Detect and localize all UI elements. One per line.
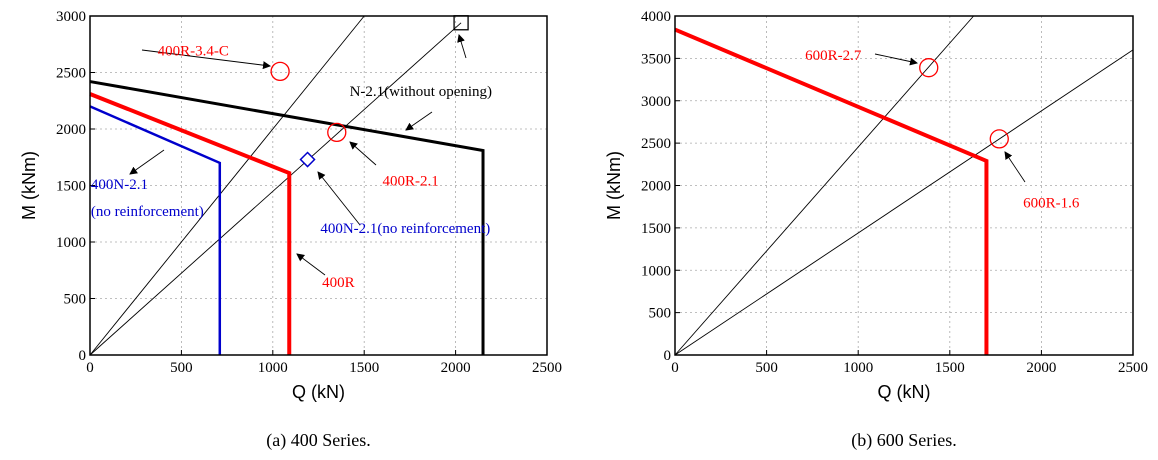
series-line bbox=[89, 80, 485, 355]
y-tick-label: 4000 bbox=[641, 9, 671, 25]
y-tick-label: 2500 bbox=[56, 66, 86, 82]
annotation-label: 600R-1.6 bbox=[1023, 196, 1080, 212]
y-tick-label: 0 bbox=[664, 348, 672, 364]
x-tick-label: 1000 bbox=[843, 360, 873, 376]
annotation-arrows bbox=[129, 34, 467, 276]
reference-line bbox=[674, 15, 974, 356]
panel-400-series: 0 500 1000 1500 2000 2500 0 500 1000 1500 2000 2500… bbox=[19, 9, 562, 451]
panel-600-series: 0 500 1000 1500 2000 2500 0 500 1000 1500 2000 2500… bbox=[604, 9, 1148, 451]
caption: (a) 400 Series. bbox=[266, 430, 370, 451]
annotation-label: 400N-2.1 bbox=[91, 177, 148, 193]
series-line bbox=[89, 105, 222, 355]
y-axis-label: M (kNm) bbox=[19, 151, 39, 220]
annotation-label: 400R-2.1 bbox=[382, 174, 438, 190]
plot-frame bbox=[89, 15, 548, 356]
y-tick-label: 3000 bbox=[641, 94, 671, 110]
y-tick-label: 0 bbox=[79, 348, 87, 364]
annotation-label: N-2.1(without opening) bbox=[350, 84, 492, 100]
caption: (b) 600 Series. bbox=[851, 430, 956, 451]
x-tick-label: 2500 bbox=[1118, 360, 1148, 376]
circle-marker bbox=[270, 61, 290, 82]
x-axis-label: Q (kN) bbox=[292, 382, 345, 402]
y-tick-label: 2000 bbox=[56, 122, 86, 138]
series-line bbox=[674, 27, 989, 355]
y-tick-label: 1500 bbox=[641, 221, 671, 237]
annotation-label: 400N-2.1(no reinforcement) bbox=[320, 221, 490, 237]
series-line bbox=[89, 92, 292, 355]
y-tick-label: 1000 bbox=[56, 235, 86, 251]
x-tick-label: 1500 bbox=[935, 360, 965, 376]
y-tick-label: 1500 bbox=[56, 179, 86, 195]
circle-marker bbox=[919, 58, 939, 78]
circle-marker bbox=[327, 122, 347, 143]
reference-line bbox=[89, 15, 365, 356]
y-tick-label: 500 bbox=[649, 306, 672, 322]
x-tick-label: 500 bbox=[170, 360, 193, 376]
x-tick-label: 2000 bbox=[1026, 360, 1056, 376]
reference-line bbox=[674, 49, 1134, 356]
plot-frame bbox=[674, 15, 1134, 356]
annotation-label: (no reinforcement) bbox=[91, 204, 204, 220]
x-axis-label: Q (kN) bbox=[878, 382, 931, 402]
x-tick-label: 1500 bbox=[349, 360, 379, 376]
circle-marker bbox=[989, 129, 1009, 149]
x-tick-label: 0 bbox=[671, 360, 679, 376]
y-tick-label: 500 bbox=[64, 292, 87, 308]
x-tick-label: 0 bbox=[86, 360, 94, 376]
y-tick-label: 3000 bbox=[56, 9, 86, 25]
x-tick-label: 2000 bbox=[441, 360, 471, 376]
annotation-label: 400R bbox=[322, 275, 355, 291]
annotation-arrows bbox=[874, 53, 1026, 183]
diamond-marker bbox=[299, 151, 316, 168]
x-tick-label: 1000 bbox=[258, 360, 288, 376]
x-tick-label: 500 bbox=[755, 360, 778, 376]
annotation-label: 600R-2.7 bbox=[805, 48, 862, 64]
y-tick-label: 2000 bbox=[641, 179, 671, 195]
y-tick-label: 2500 bbox=[641, 136, 671, 152]
annotation-label: 400R-3.4-C bbox=[158, 44, 229, 60]
y-axis-label: M (kNm) bbox=[604, 151, 624, 220]
reference-line bbox=[89, 22, 462, 356]
x-tick-label: 2500 bbox=[532, 360, 562, 376]
y-tick-label: 1000 bbox=[641, 263, 671, 279]
y-tick-label: 3500 bbox=[641, 51, 671, 67]
